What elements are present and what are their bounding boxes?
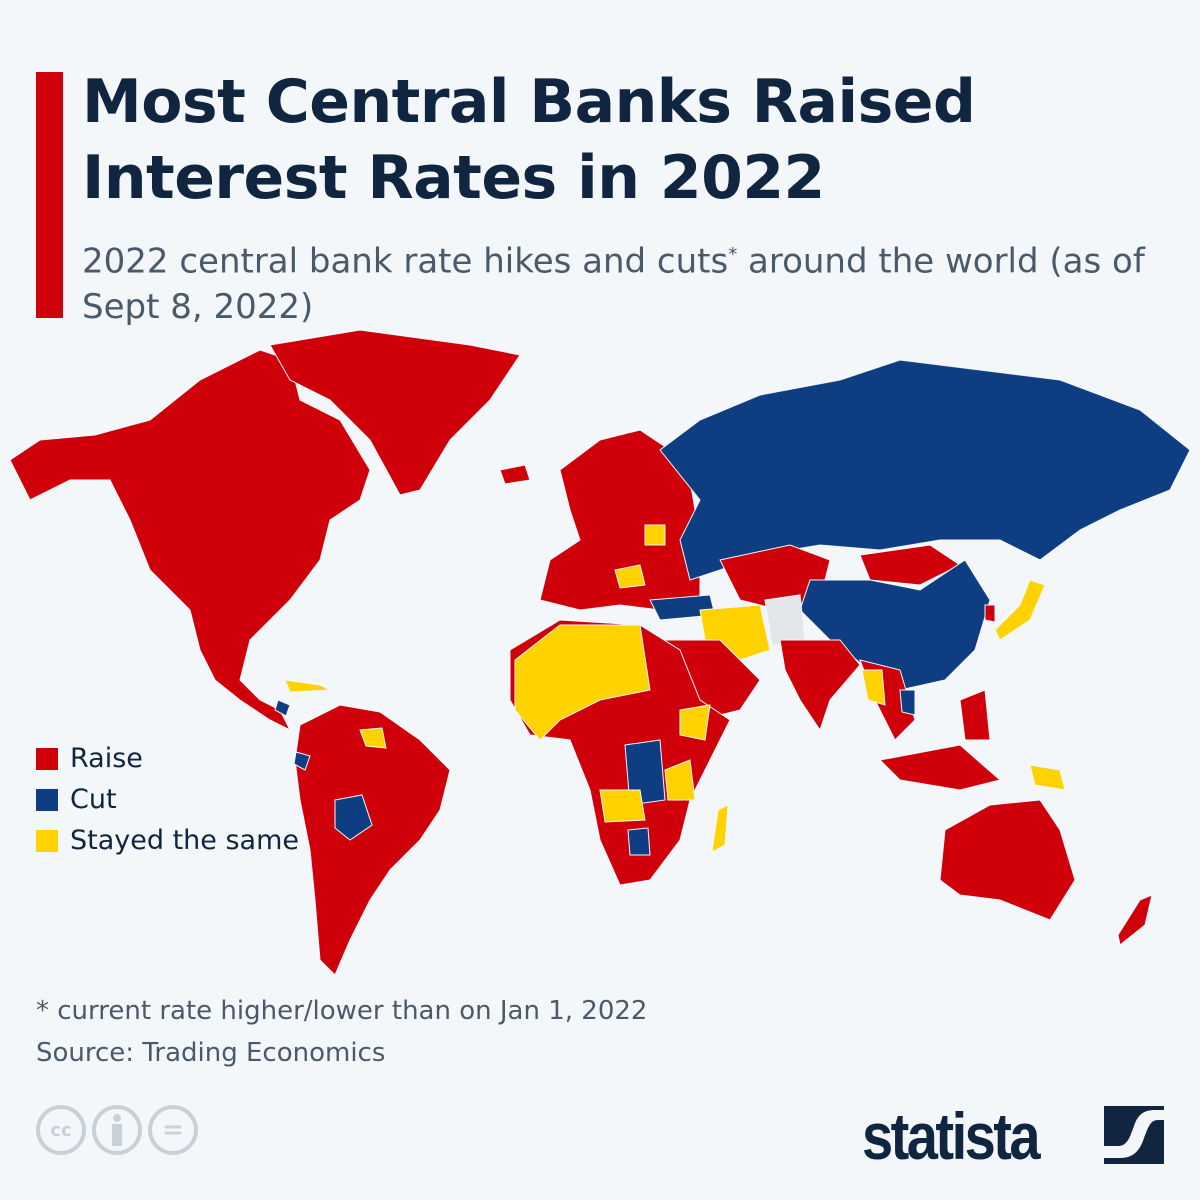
region-australia xyxy=(939,799,1076,921)
region-mongolia xyxy=(859,544,961,586)
no-derivatives-icon[interactable]: = xyxy=(148,1105,198,1155)
region-angola-same xyxy=(599,789,646,823)
region-png-same xyxy=(1029,764,1066,791)
region-west-africa-same xyxy=(514,624,651,741)
region-india xyxy=(779,639,861,732)
legend: Raise Cut Stayed the same xyxy=(36,738,299,861)
brand-wordmark: statista xyxy=(862,1099,1041,1173)
region-north-america xyxy=(9,349,371,732)
subtitle-text-rest: around the world (as of Sept 8, 2022) xyxy=(82,241,1145,328)
region-japan xyxy=(994,579,1046,641)
region-myanmar-same xyxy=(861,669,886,706)
footnote: * current rate higher/lower than on Jan … xyxy=(36,996,648,1026)
license-icons: cc = xyxy=(36,1105,198,1155)
world-map xyxy=(9,330,1191,976)
footer-notes: * current rate higher/lower than on Jan … xyxy=(36,990,647,1074)
region-europe-same xyxy=(614,524,666,589)
footnote-marker: * xyxy=(728,244,738,265)
region-congo-cut xyxy=(624,739,666,806)
legend-label: Raise xyxy=(70,743,143,774)
region-ecuador-cut xyxy=(293,751,311,771)
cc-glyph: cc xyxy=(50,1119,72,1141)
legend-swatch xyxy=(36,788,58,811)
region-venezuela-same xyxy=(359,727,387,749)
region-south-america xyxy=(294,704,451,976)
attribution-icon[interactable] xyxy=(92,1105,142,1155)
accent-bar xyxy=(36,72,63,318)
region-iceland xyxy=(499,464,531,485)
region-russia xyxy=(659,359,1191,581)
source: Source: Trading Economics xyxy=(36,1038,386,1068)
region-vietnam-cut xyxy=(899,689,916,716)
region-no-data xyxy=(764,594,806,646)
region-central-america-cut xyxy=(274,699,291,717)
region-botswana-cut xyxy=(627,827,651,856)
region-new-zealand xyxy=(1117,894,1153,946)
legend-item-same: Stayed the same xyxy=(36,820,299,861)
region-madagascar xyxy=(711,804,729,853)
legend-item-raise: Raise xyxy=(36,738,299,779)
person-glyph xyxy=(112,1114,122,1146)
legend-label: Stayed the same xyxy=(70,825,299,856)
equals-glyph: = xyxy=(162,1115,184,1145)
legend-swatch xyxy=(36,829,58,852)
page-title: Most Central Banks Raised Interest Rates… xyxy=(82,67,976,213)
subtitle: 2022 central bank rate hikes and cuts* a… xyxy=(82,232,1182,330)
statista-logo[interactable]: statista xyxy=(862,1098,1164,1174)
legend-item-cut: Cut xyxy=(36,779,299,820)
legend-label: Cut xyxy=(70,784,117,815)
creative-commons-icon[interactable]: cc xyxy=(36,1105,86,1155)
statista-mark-icon xyxy=(1104,1106,1164,1164)
region-korea xyxy=(984,604,996,623)
region-east-africa-same xyxy=(664,704,711,801)
region-china xyxy=(799,559,991,691)
subtitle-text: 2022 central bank rate hikes and cuts xyxy=(82,241,729,282)
region-greenland xyxy=(269,330,521,496)
region-bolivia-cut xyxy=(334,794,373,841)
legend-swatch xyxy=(36,747,58,770)
region-caribbean xyxy=(284,679,332,693)
